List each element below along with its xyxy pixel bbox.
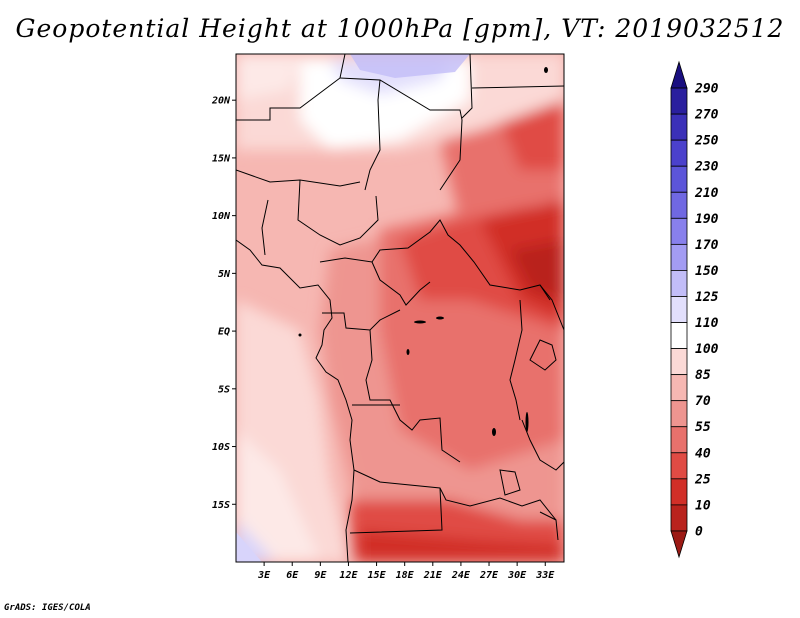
colorbar-swatch [670, 348, 688, 376]
credit-text: GrADS: IGES/COLA [4, 603, 91, 613]
colorbar-label: 270 [694, 108, 719, 123]
colorbar-swatch [670, 191, 688, 219]
colorbar-swatch [670, 165, 688, 193]
lon-tick-label: 12E [339, 570, 358, 581]
colorbar-label: 10 [695, 498, 711, 513]
lat-tick-label: 10N [212, 211, 231, 222]
colorbar-swatch [670, 452, 688, 480]
colorbar-swatch [670, 426, 688, 454]
lon-tick-label: 30E [507, 570, 527, 581]
colorbar-swatch [670, 296, 688, 323]
lon-tick-label: 15E [368, 570, 387, 581]
colorbar-swatch [670, 243, 688, 271]
lat-tick-label: 10S [212, 442, 230, 453]
colorbar-swatch [670, 374, 688, 402]
colorbar-label: 190 [695, 212, 719, 227]
colorbar-swatch [670, 530, 688, 559]
colorbar-label: 170 [695, 238, 719, 253]
colorbar-swatch [670, 478, 688, 506]
colorbar-label: 85 [695, 368, 711, 383]
colorbar-label: 230 [694, 160, 719, 175]
colorbar-label: 25 [694, 472, 711, 487]
colorbar-label: 55 [695, 420, 711, 435]
colorbar-swatch [670, 270, 688, 297]
colorbar-swatch [670, 400, 688, 428]
colorbar-swatch [670, 113, 688, 141]
chart-title: Geopotential Height at 1000hPa [gpm], VT… [15, 14, 785, 43]
lon-tick-label: 21E [423, 570, 443, 581]
colorbar-label: 150 [695, 264, 719, 279]
height-field [236, 54, 564, 562]
colorbar-swatch [670, 322, 688, 349]
colorbar-label: 250 [694, 134, 719, 149]
colorbar: 2902702502302101901701501251101008570554… [670, 60, 719, 559]
colorbar-swatch [670, 87, 688, 115]
longitude-axis: 3E 6E 9E 12E 15E 18E 21E 24E 27E 30E 33E [257, 562, 555, 581]
lat-tick-label: 20N [211, 96, 231, 107]
lakes [298, 67, 548, 436]
colorbar-swatch [670, 60, 688, 89]
colorbar-swatch [670, 504, 688, 532]
lat-tick-label: 5N [218, 269, 231, 280]
colorbar-label: 70 [695, 394, 711, 409]
lon-tick-label: 24E [451, 570, 471, 581]
colorbar-label: 125 [695, 290, 719, 305]
lat-tick-label: 15N [212, 153, 231, 164]
lon-tick-label: 9E [314, 570, 327, 581]
colorbar-swatch [670, 217, 688, 245]
lat-tick-label: EQ [218, 327, 230, 338]
colorbar-label: 110 [695, 316, 719, 331]
colorbar-label: 100 [695, 342, 719, 357]
colorbar-label: 290 [694, 82, 719, 97]
colorbar-label: 0 [695, 524, 703, 539]
colorbar-label: 40 [695, 446, 711, 461]
lon-tick-label: 18E [396, 570, 415, 581]
lat-tick-label: 5S [218, 384, 230, 395]
lat-tick-label: 15S [212, 500, 230, 511]
country-boundaries [236, 54, 564, 562]
lon-tick-label: 3E [257, 570, 271, 581]
lon-tick-label: 27E [479, 570, 499, 581]
lon-tick-label: 6E [286, 570, 299, 581]
lon-tick-label: 33E [535, 570, 555, 581]
colorbar-swatch [670, 139, 688, 167]
map-frame [235, 53, 565, 563]
latitude-axis: 20N 15N 10N 5N EQ 5S 10S 15S [211, 96, 236, 511]
colorbar-label: 210 [694, 186, 719, 201]
